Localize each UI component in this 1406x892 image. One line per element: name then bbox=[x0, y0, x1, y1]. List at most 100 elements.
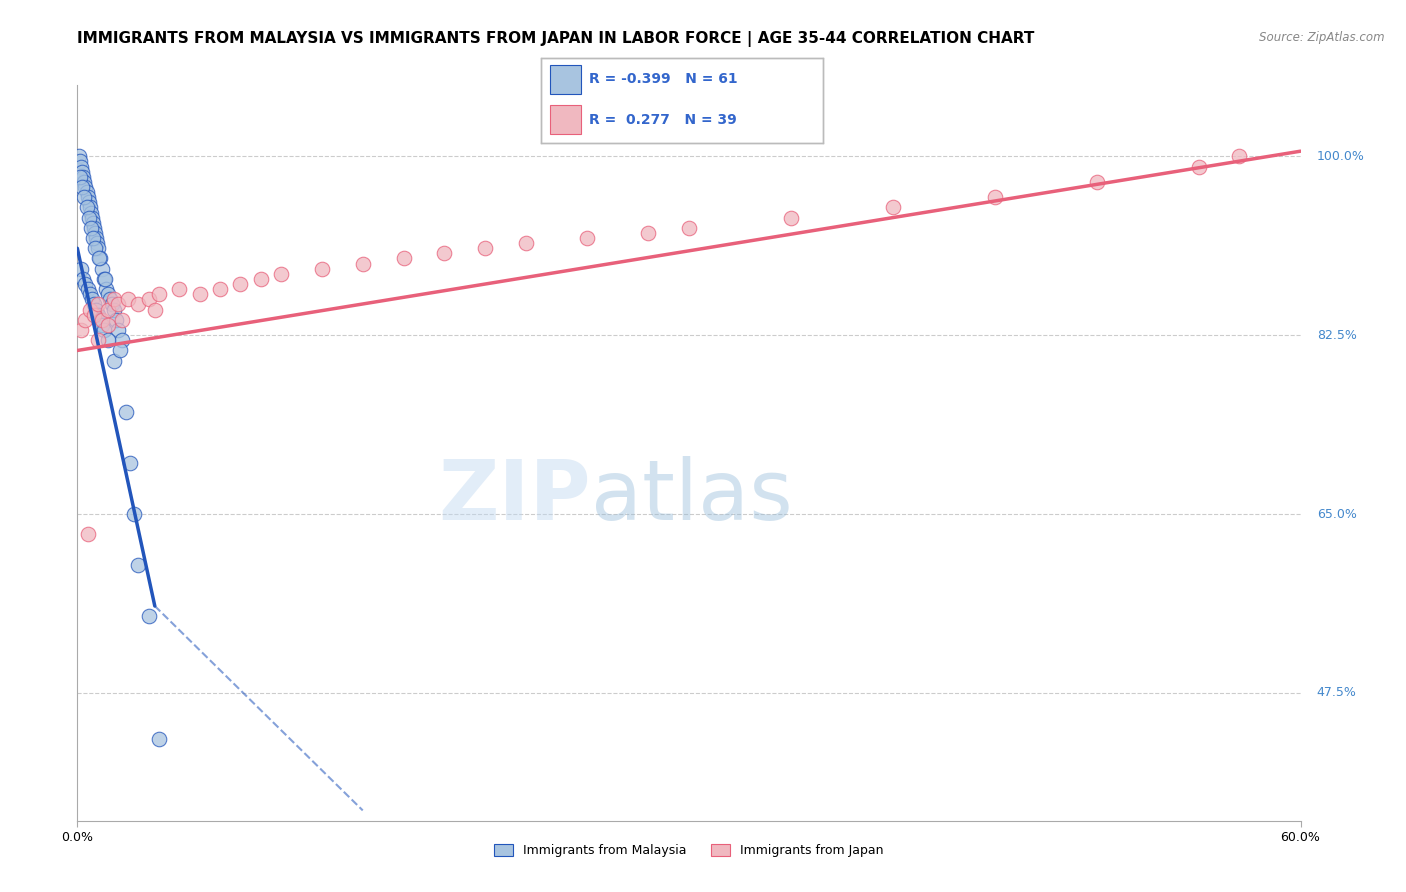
Point bbox=[474, 241, 496, 255]
Point bbox=[169, 282, 191, 296]
Point bbox=[208, 282, 231, 296]
Point bbox=[76, 527, 98, 541]
Point bbox=[70, 261, 93, 276]
Point bbox=[75, 313, 97, 327]
Point bbox=[433, 246, 456, 260]
Point bbox=[90, 313, 112, 327]
Point bbox=[97, 333, 120, 347]
Point bbox=[82, 216, 104, 230]
Point bbox=[89, 313, 111, 327]
Point bbox=[83, 226, 105, 240]
Point bbox=[79, 302, 101, 317]
Point bbox=[311, 261, 333, 276]
Point bbox=[67, 149, 90, 163]
Point bbox=[143, 302, 166, 317]
Point bbox=[120, 456, 142, 470]
Text: Source: ZipAtlas.com: Source: ZipAtlas.com bbox=[1260, 31, 1385, 45]
Point bbox=[87, 241, 110, 255]
Point bbox=[229, 277, 252, 291]
Point bbox=[98, 293, 121, 307]
Text: 65.0%: 65.0% bbox=[1317, 508, 1357, 521]
Text: R =  0.277   N = 39: R = 0.277 N = 39 bbox=[589, 113, 737, 127]
Point bbox=[77, 211, 100, 225]
Bar bbox=[550, 105, 581, 134]
Point bbox=[97, 318, 120, 332]
Point bbox=[70, 160, 93, 174]
Point bbox=[69, 169, 91, 184]
Point bbox=[101, 297, 124, 311]
Point bbox=[138, 609, 160, 624]
Point bbox=[352, 257, 374, 271]
Point bbox=[103, 293, 125, 307]
Point bbox=[111, 313, 134, 327]
Legend: Immigrants from Malaysia, Immigrants from Japan: Immigrants from Malaysia, Immigrants fro… bbox=[489, 838, 889, 863]
Point bbox=[1085, 175, 1108, 189]
Point bbox=[124, 507, 146, 521]
Point bbox=[1187, 160, 1209, 174]
Point bbox=[82, 231, 104, 245]
Point bbox=[111, 333, 134, 347]
Point bbox=[80, 211, 103, 225]
Text: 82.5%: 82.5% bbox=[1317, 328, 1357, 342]
Point bbox=[83, 308, 105, 322]
Point bbox=[72, 164, 94, 178]
Point bbox=[73, 190, 96, 204]
Point bbox=[115, 405, 138, 419]
Point bbox=[270, 267, 292, 281]
Text: 47.5%: 47.5% bbox=[1317, 686, 1357, 699]
Point bbox=[97, 302, 120, 317]
Point bbox=[107, 323, 129, 337]
Point bbox=[103, 302, 125, 317]
Point bbox=[250, 272, 273, 286]
Point bbox=[72, 272, 94, 286]
Point bbox=[83, 241, 105, 255]
Point bbox=[89, 252, 111, 266]
Text: R = -0.399   N = 61: R = -0.399 N = 61 bbox=[589, 72, 738, 87]
Point bbox=[780, 211, 803, 225]
Point bbox=[882, 201, 904, 215]
Point bbox=[188, 287, 211, 301]
Point bbox=[87, 297, 110, 311]
Point bbox=[87, 333, 110, 347]
Point bbox=[77, 195, 100, 210]
Point bbox=[72, 169, 94, 184]
Point bbox=[83, 297, 105, 311]
Point bbox=[105, 313, 128, 327]
Point bbox=[90, 261, 112, 276]
Point bbox=[94, 272, 117, 286]
Point bbox=[108, 343, 131, 358]
Point bbox=[127, 558, 149, 573]
Point bbox=[79, 205, 101, 219]
Point bbox=[93, 323, 115, 337]
Point bbox=[515, 236, 537, 251]
Point bbox=[984, 190, 1007, 204]
Point bbox=[70, 323, 93, 337]
Text: 100.0%: 100.0% bbox=[1317, 150, 1365, 162]
Point bbox=[576, 231, 599, 245]
Point bbox=[84, 302, 107, 317]
Point bbox=[637, 226, 659, 240]
Point bbox=[76, 201, 98, 215]
Point bbox=[117, 293, 139, 307]
Text: atlas: atlas bbox=[591, 457, 793, 537]
Point bbox=[107, 297, 129, 311]
Point bbox=[79, 220, 101, 235]
Point bbox=[75, 180, 97, 194]
Point bbox=[90, 318, 112, 332]
Point bbox=[79, 287, 101, 301]
Point bbox=[75, 277, 97, 291]
Point bbox=[72, 180, 94, 194]
Point bbox=[69, 154, 91, 169]
Point bbox=[86, 236, 108, 251]
Point bbox=[94, 282, 117, 296]
Point bbox=[79, 201, 101, 215]
Point bbox=[148, 287, 170, 301]
Point bbox=[138, 293, 160, 307]
Point bbox=[76, 282, 98, 296]
Point bbox=[87, 308, 110, 322]
Point bbox=[97, 287, 120, 301]
Bar bbox=[550, 65, 581, 94]
Point bbox=[73, 175, 96, 189]
Point bbox=[392, 252, 415, 266]
Text: ZIP: ZIP bbox=[439, 457, 591, 537]
